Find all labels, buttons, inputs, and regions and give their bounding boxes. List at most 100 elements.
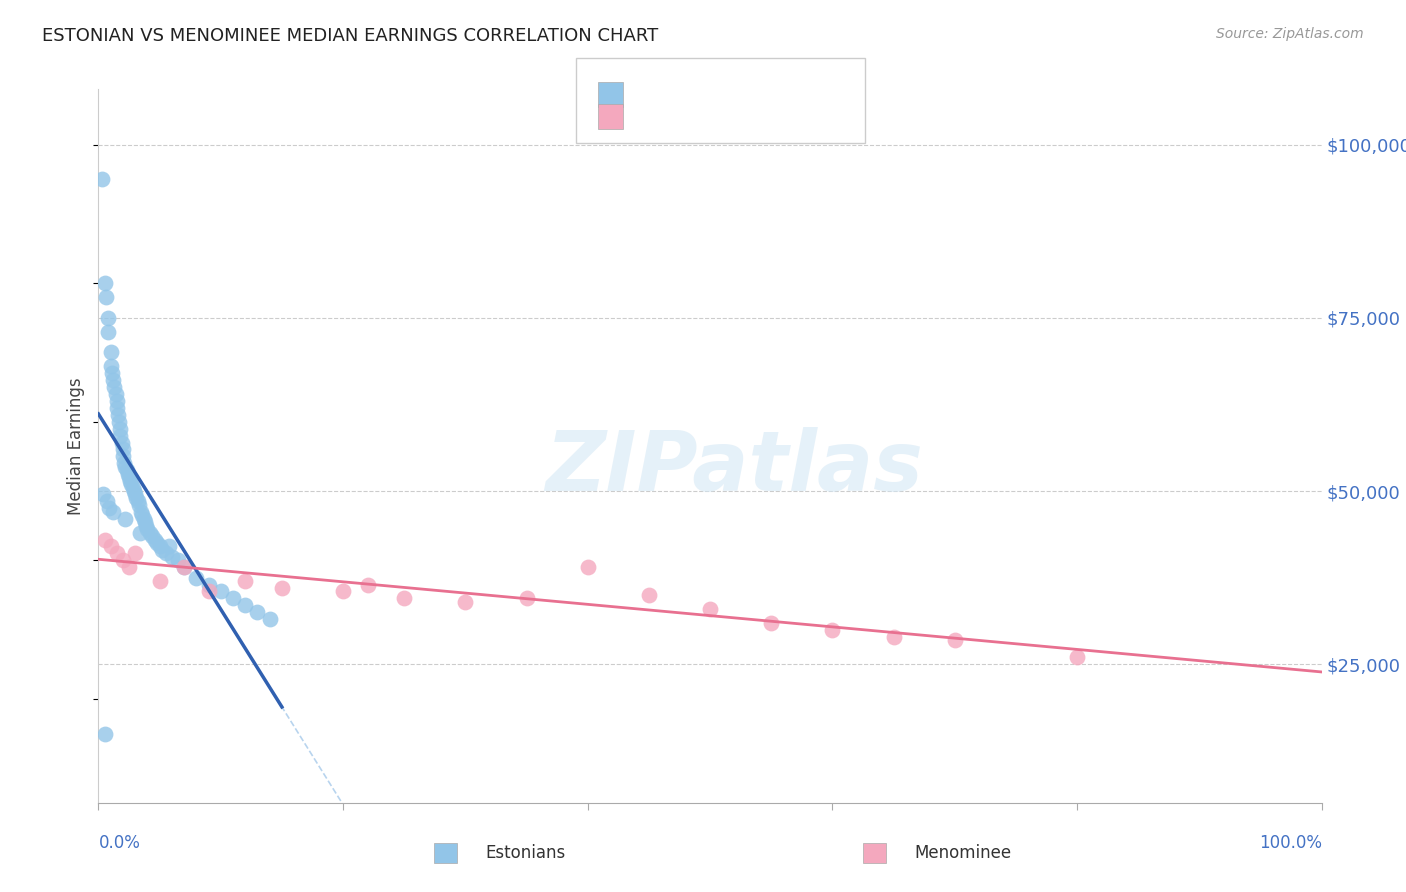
Point (186, 571, 208, 585)
Point (141, 529, 163, 543)
Point (173, 560, 195, 574)
Point (112, 456, 135, 470)
Point (1066, 650, 1088, 665)
Point (91, 487, 114, 501)
Point (131, 508, 153, 523)
Point (118, 470, 141, 484)
Point (105, 546, 128, 560)
Point (111, 435, 134, 450)
Point (103, 380, 125, 394)
Point (124, 546, 146, 560)
Point (105, 401, 128, 415)
Point (197, 577, 219, 591)
Point (101, 505, 124, 519)
Point (100, 345, 122, 359)
Point (157, 540, 180, 554)
Point (150, 543, 173, 558)
Point (576, 560, 599, 574)
Text: Menominee: Menominee (914, 844, 1011, 862)
Point (259, 612, 281, 626)
Point (516, 591, 538, 606)
Point (127, 494, 149, 508)
Text: N = 24: N = 24 (761, 108, 823, 126)
Point (699, 602, 721, 616)
Point (149, 540, 172, 554)
Point (111, 442, 134, 457)
Point (93, 726, 115, 740)
Text: Estonians: Estonians (485, 844, 565, 862)
Point (114, 512, 136, 526)
Point (91, 172, 114, 186)
Point (120, 477, 142, 491)
Text: 100.0%: 100.0% (1258, 834, 1322, 852)
Point (222, 591, 245, 606)
Y-axis label: Median Earnings: Median Earnings (67, 377, 86, 515)
Point (129, 525, 152, 540)
Point (104, 387, 127, 401)
Point (97, 310, 120, 325)
Point (124, 487, 146, 501)
Point (332, 584, 354, 599)
Point (454, 595, 477, 609)
Point (136, 522, 159, 536)
Point (120, 474, 142, 488)
Point (111, 450, 134, 464)
Point (105, 394, 128, 409)
Point (117, 467, 139, 481)
Point (209, 584, 232, 599)
Point (155, 546, 177, 560)
Point (943, 632, 966, 647)
Text: R =  -0.154: R = -0.154 (637, 86, 731, 103)
Point (356, 577, 378, 591)
Point (149, 574, 172, 588)
Point (122, 483, 145, 498)
Point (392, 591, 416, 606)
Text: N = 64: N = 64 (761, 86, 823, 103)
Point (128, 498, 150, 512)
Point (233, 574, 256, 588)
Point (167, 553, 190, 567)
Point (94, 290, 117, 304)
Point (125, 491, 148, 505)
Point (638, 588, 661, 602)
Point (96, 494, 118, 508)
Point (129, 505, 152, 519)
Point (139, 525, 162, 540)
Point (93, 276, 115, 290)
Point (246, 605, 269, 619)
Point (173, 560, 195, 574)
Text: R =  -0.700: R = -0.700 (637, 108, 731, 126)
Point (233, 599, 256, 613)
Point (111, 553, 134, 567)
Point (108, 415, 131, 429)
Point (821, 623, 844, 637)
Point (143, 533, 166, 547)
Text: ESTONIAN VS MENOMINEE MEDIAN EARNINGS CORRELATION CHART: ESTONIAN VS MENOMINEE MEDIAN EARNINGS CO… (42, 27, 658, 45)
Point (883, 630, 905, 644)
Point (97, 325, 120, 339)
Text: ZIPatlas: ZIPatlas (546, 427, 924, 508)
Point (134, 515, 156, 529)
Point (270, 581, 294, 595)
Point (98, 501, 121, 516)
Point (146, 536, 169, 550)
Point (107, 408, 129, 422)
Text: 0.0%: 0.0% (98, 834, 141, 852)
Point (93, 533, 115, 547)
Point (110, 428, 132, 442)
Point (160, 549, 183, 564)
Point (761, 615, 783, 630)
Point (135, 518, 157, 533)
Point (110, 422, 132, 436)
Point (121, 481, 143, 495)
Point (100, 359, 122, 374)
Point (114, 459, 136, 474)
Point (118, 560, 141, 574)
Point (101, 366, 124, 380)
Point (197, 584, 219, 599)
Point (100, 540, 122, 554)
Text: Source: ZipAtlas.com: Source: ZipAtlas.com (1216, 27, 1364, 41)
Point (115, 463, 138, 477)
Point (101, 373, 124, 387)
Point (132, 512, 155, 526)
